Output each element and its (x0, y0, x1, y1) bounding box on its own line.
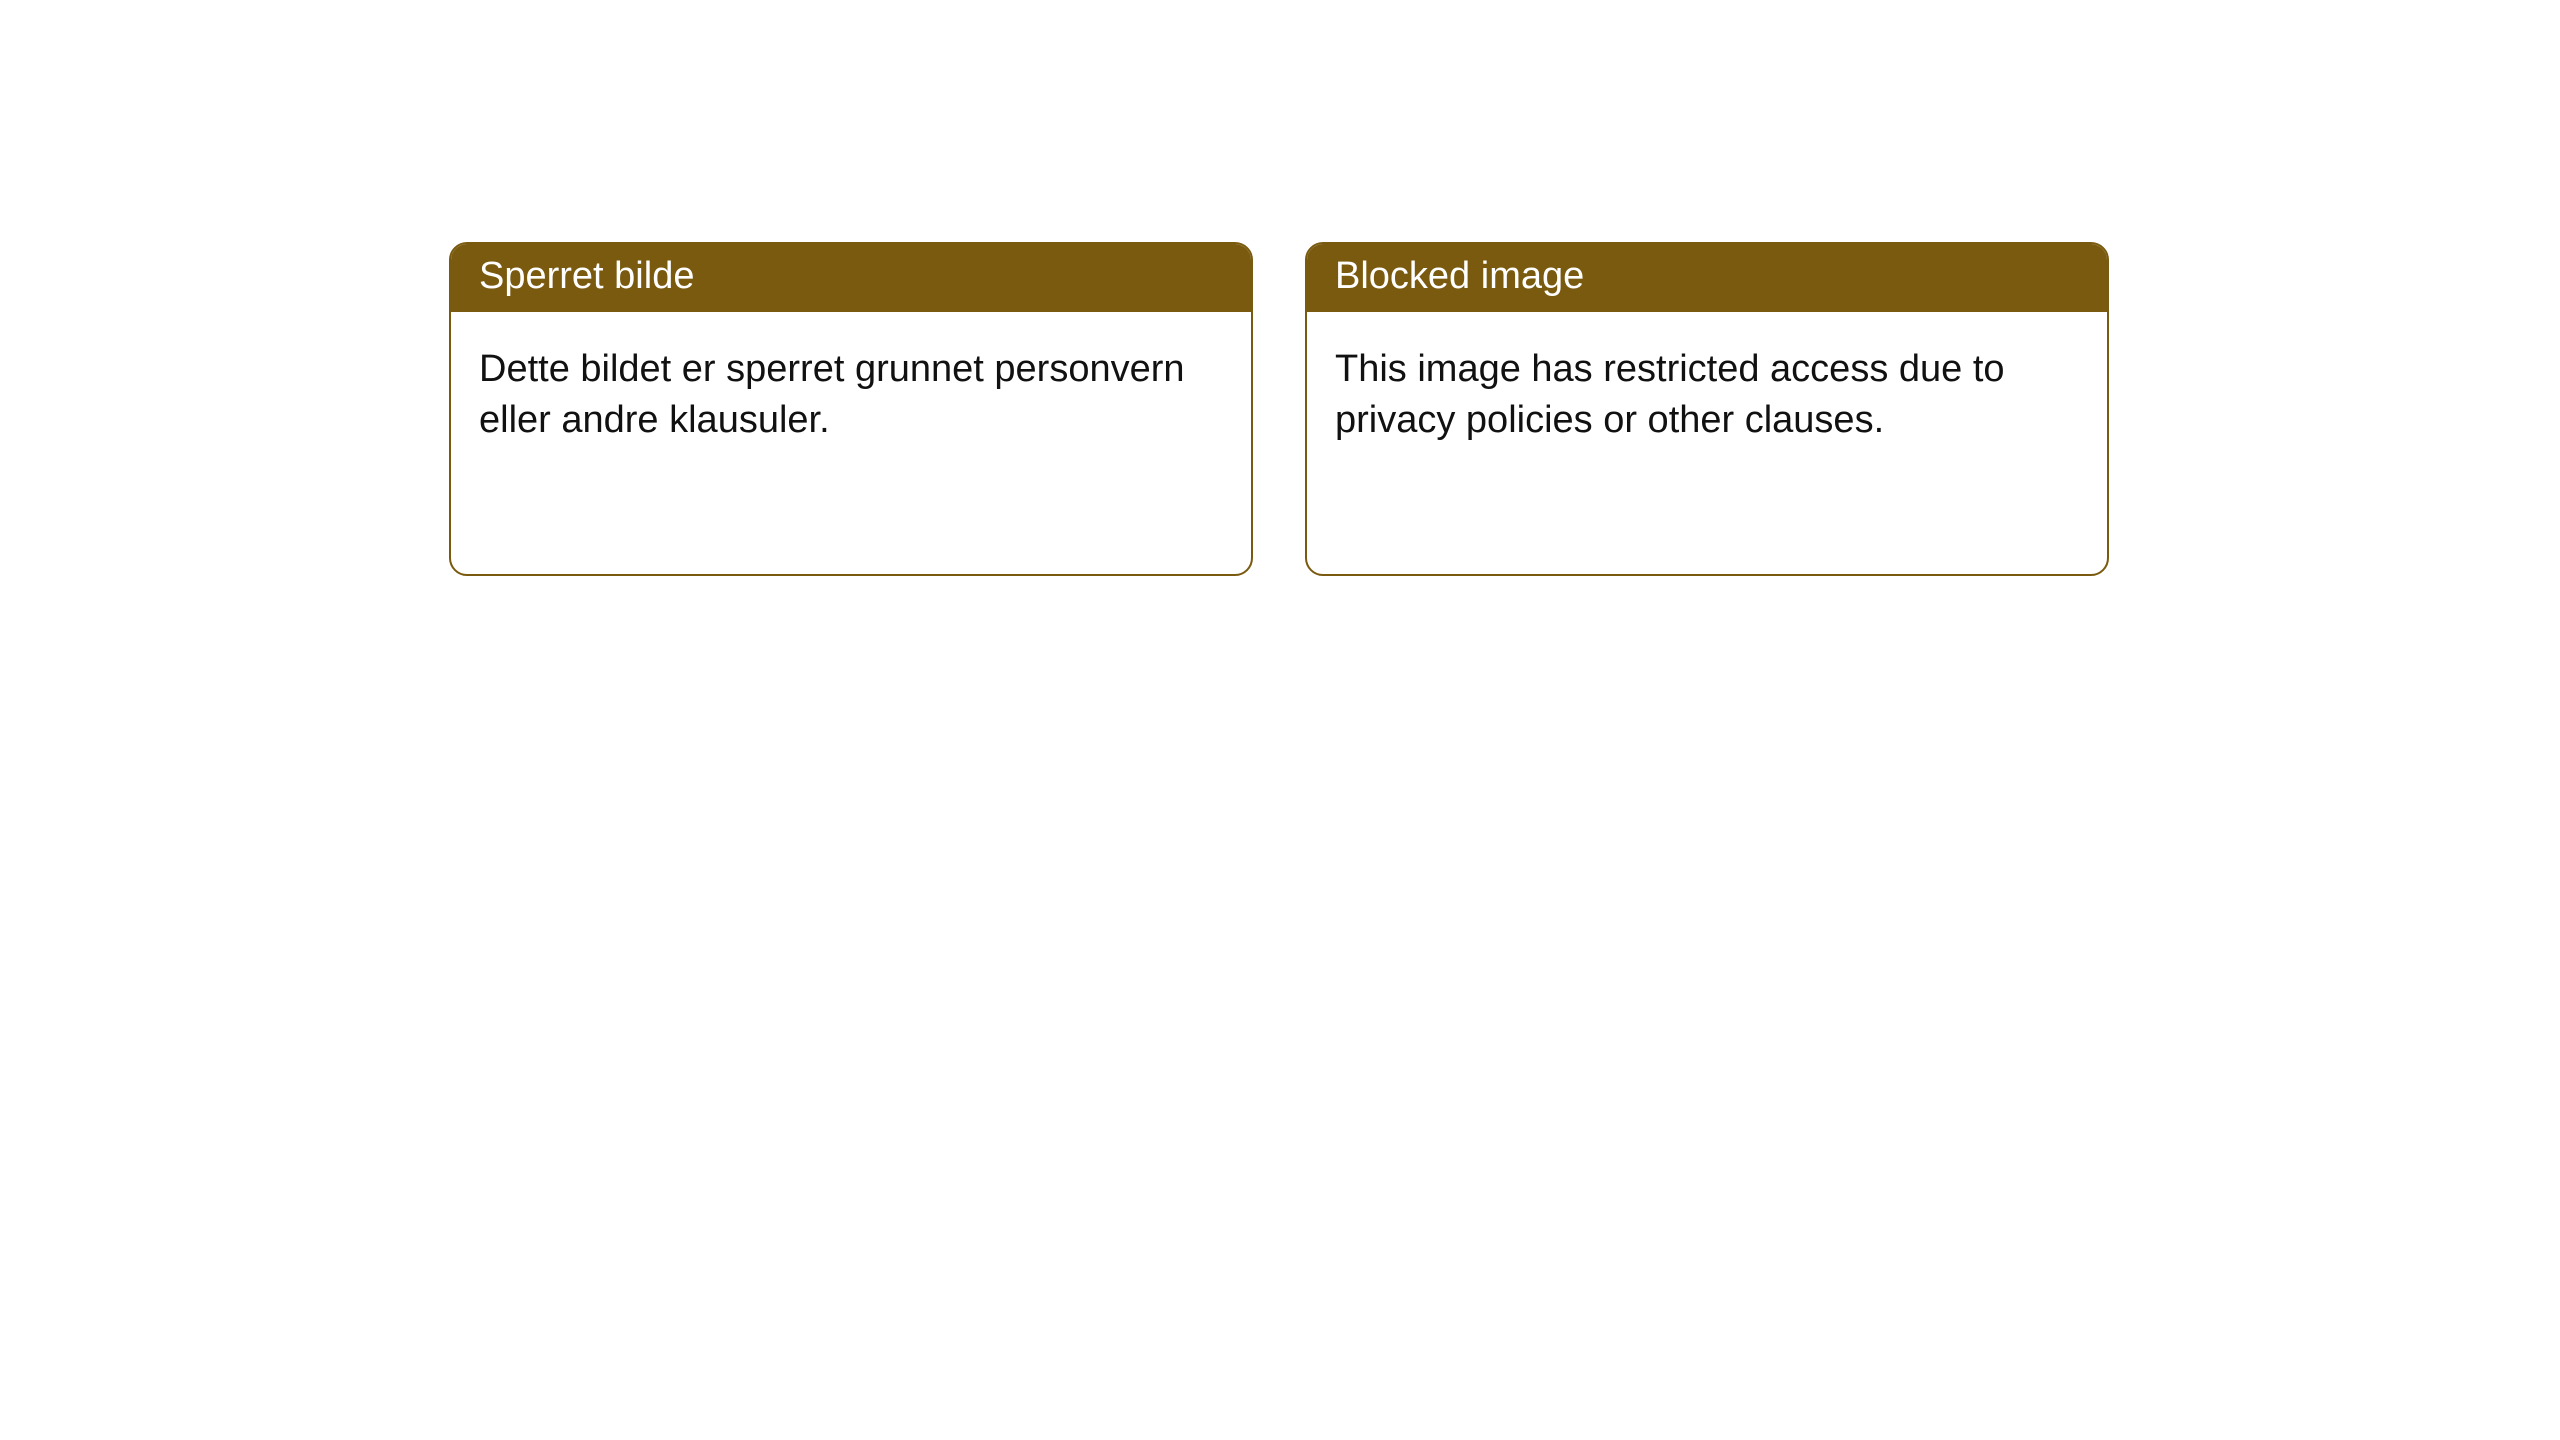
card-body: Dette bildet er sperret grunnet personve… (451, 312, 1251, 479)
card-body-text: This image has restricted access due to … (1335, 348, 2005, 441)
card-body: This image has restricted access due to … (1307, 312, 2107, 479)
card-title: Blocked image (1335, 255, 1584, 297)
card-title: Sperret bilde (479, 255, 694, 297)
notice-container: Sperret bilde Dette bildet er sperret gr… (0, 0, 2560, 576)
blocked-image-card-en: Blocked image This image has restricted … (1305, 242, 2109, 576)
card-body-text: Dette bildet er sperret grunnet personve… (479, 348, 1185, 441)
blocked-image-card-no: Sperret bilde Dette bildet er sperret gr… (449, 242, 1253, 576)
card-header: Sperret bilde (451, 244, 1251, 312)
card-header: Blocked image (1307, 244, 2107, 312)
